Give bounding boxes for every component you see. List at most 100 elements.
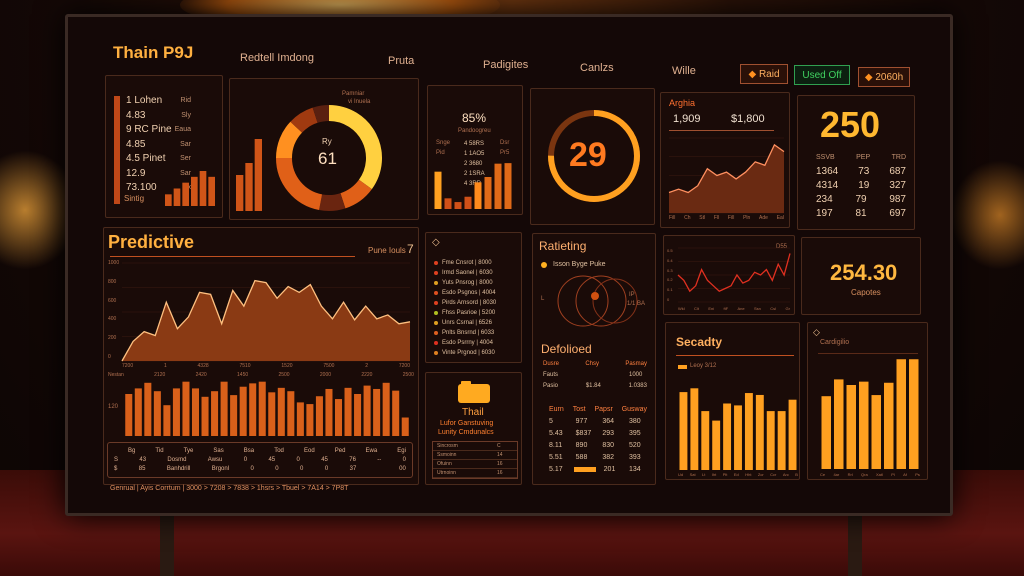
row-value: Sly	[181, 111, 191, 119]
tick-label: Ps	[915, 472, 920, 477]
donut-widget: Pamniar vi Inuela Ry 61	[229, 78, 419, 220]
table-row: $85 Banhdrill Brgonl 0 0 0 0 37 00	[114, 465, 406, 474]
bar-chart	[434, 163, 512, 209]
used-off-button[interactable]: Used Off	[794, 65, 850, 85]
ring-fill	[548, 110, 640, 202]
table-cell: 0	[296, 457, 300, 463]
kpi-widget: 254.30 Capotes	[801, 237, 921, 315]
bar	[444, 198, 452, 209]
table-cell: 19	[858, 180, 870, 191]
bar	[474, 182, 482, 209]
row-label: 4 58RS	[464, 141, 485, 147]
tick-label: Gr	[785, 306, 790, 311]
tick-label: 200	[108, 335, 117, 342]
area-chart	[668, 137, 785, 214]
kpi-label: Capotes	[851, 288, 881, 297]
item-label: Irmd Saonel | 6030	[442, 270, 493, 276]
breadcrumb[interactable]: Genrual | Ayis Corrtum | 3000 > 7208 > 7…	[110, 485, 349, 492]
status-dot	[434, 301, 438, 305]
nav-item[interactable]: Canlzs	[580, 62, 614, 74]
diamond-icon: ◇	[813, 327, 820, 337]
row-label: 4 3RR	[464, 181, 482, 187]
bar	[254, 139, 262, 211]
label: 1/1 BA	[627, 301, 646, 307]
donut-slice	[276, 121, 303, 159]
tick-label: Ssn	[754, 306, 761, 311]
tick-label: Eal	[776, 215, 784, 221]
table-row: 5.43 $837 293 395	[549, 428, 647, 440]
donut-slice	[290, 107, 318, 133]
subtitle: Lufor Ganstuving	[440, 420, 494, 427]
app-title: Thain P9J	[113, 43, 194, 62]
bar-chart	[821, 359, 919, 469]
bar	[315, 396, 323, 436]
table-cell: 5.51	[549, 454, 563, 461]
bar	[134, 388, 142, 436]
series-line	[668, 143, 785, 194]
row-label: 9 RC Pine	[126, 124, 172, 135]
bar	[230, 395, 238, 436]
list-item: Pnlts Bnsrnd | 6033	[434, 328, 496, 338]
nav-item[interactable]: Redtell Imdong	[240, 52, 314, 64]
item-label: Pnlts Bnsrnd | 6033	[442, 330, 495, 336]
tick-label: 2420	[195, 372, 207, 378]
bar	[896, 359, 906, 469]
divider	[110, 256, 355, 257]
tick-label: Ed	[733, 472, 739, 477]
row-value: C	[497, 443, 501, 449]
tick-label: Lt	[702, 472, 706, 477]
table-cell: Dosmd	[167, 457, 187, 463]
table-cell: Awsu	[207, 457, 223, 463]
bar	[201, 396, 209, 436]
bar	[182, 182, 189, 206]
time-button[interactable]: ◆ 2060h	[858, 67, 910, 87]
column-header: Pasmay	[625, 361, 647, 367]
tick-label: 2500	[402, 372, 414, 378]
nav-item[interactable]: Padigites	[483, 59, 529, 71]
caption: vi Inuela	[348, 99, 371, 105]
bar	[734, 405, 742, 470]
tick-label: 2220	[361, 372, 373, 378]
bar	[723, 403, 732, 470]
list-item: Pirds Arnsord | 8030	[434, 298, 496, 308]
background-light	[950, 160, 1024, 270]
tick-label: Pl	[891, 472, 895, 477]
list-row: 9 RC Pine Eaua	[126, 123, 191, 138]
widget-title: Secadty	[676, 335, 723, 349]
tick-label: Clt	[694, 306, 699, 311]
label: Pid	[436, 150, 445, 156]
table-row: 234 79 987	[816, 193, 906, 207]
bar	[884, 382, 894, 469]
row-label: Utrnoinn	[437, 470, 456, 476]
list-item: Irmd Saonel | 6030	[434, 268, 496, 278]
table-header: SSVB PEP TRD	[816, 151, 906, 165]
tick-label: 400	[108, 316, 117, 323]
bar	[220, 381, 228, 436]
table-cell: 76	[349, 457, 356, 463]
raid-button[interactable]: ◆ Raid	[740, 64, 788, 84]
bar	[172, 388, 180, 436]
table-header: Eurn Tost Papsr Gusway	[549, 404, 647, 416]
tick-label: 0.4	[667, 257, 673, 263]
item-label: Esdo Psrrny | 4004	[442, 340, 493, 346]
label: Dsr	[500, 140, 510, 146]
list-item: Fhss Pasrioe | 5200	[434, 308, 496, 318]
donut-slice	[340, 179, 372, 209]
tick-label: 2000	[319, 372, 332, 378]
status-dot	[434, 331, 438, 335]
donut-chart	[276, 105, 382, 211]
table-cell: 0	[402, 457, 406, 463]
bar	[182, 381, 190, 436]
table-cell: 0	[275, 466, 279, 472]
nav-item[interactable]: Pruta	[388, 55, 415, 67]
column-header: Tod	[274, 448, 284, 454]
tick-label: 0.3	[667, 267, 673, 273]
bar	[239, 386, 247, 436]
row-label: 1 1AO5	[464, 151, 485, 157]
status-dot	[434, 341, 438, 345]
divider	[669, 130, 774, 131]
nav-item[interactable]: Wille	[672, 65, 696, 77]
bar	[144, 382, 152, 436]
divider	[676, 355, 794, 356]
table-cell: 830	[602, 442, 614, 449]
